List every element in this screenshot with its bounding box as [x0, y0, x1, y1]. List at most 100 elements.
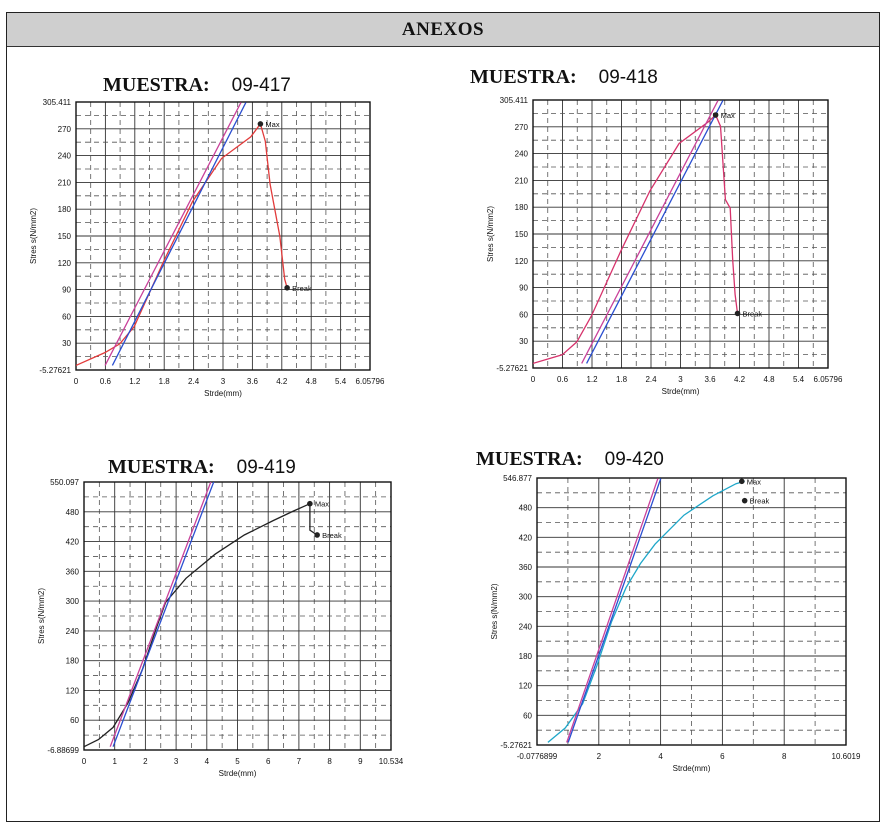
chart-title-value: 09-419 [236, 457, 296, 478]
y-axis-label: Stres s(N/mm2) [490, 583, 499, 639]
y-tick-label: 240 [515, 150, 529, 159]
chart-title: MUESTRA: 09-420 [476, 448, 664, 471]
x-tick-label: -0.0776899 [517, 752, 558, 761]
y-tick-label: 300 [66, 597, 80, 606]
x-axis-label: Strde(mm) [204, 389, 242, 398]
y-tick-label: 180 [519, 652, 533, 661]
chart-title: MUESTRA: 09-419 [108, 456, 296, 479]
grid [536, 477, 847, 746]
series-line-2 [581, 100, 719, 364]
series-line-1 [567, 478, 662, 743]
y-tick-label: 480 [66, 508, 80, 517]
chart-title-value: 09-417 [231, 75, 291, 96]
y-tick-label: 60 [62, 312, 71, 321]
series-group [547, 478, 745, 743]
chart-title-label: MUESTRA: [108, 456, 215, 478]
y-tick-label: 60 [519, 310, 528, 319]
x-tick-label: 3 [221, 377, 226, 386]
x-tick-label: 10.534 [379, 757, 404, 766]
annex-title: ANEXOS [401, 18, 485, 40]
plot-border [536, 477, 847, 746]
y-axis-label: Stres s(N/mm2) [29, 208, 38, 264]
x-tick-label: 3.6 [704, 375, 716, 384]
x-tick-label: 0 [531, 375, 536, 384]
y-tick-label: 305.411 [43, 98, 72, 107]
series-group [533, 100, 739, 365]
y-tick-label: 60 [70, 716, 79, 725]
series-group [84, 482, 318, 748]
series-line-0 [84, 502, 318, 748]
plot-border [83, 481, 392, 751]
series-line-1 [112, 482, 215, 747]
y-tick-label: 270 [515, 123, 529, 132]
y-tick-label: -5.27621 [500, 741, 532, 750]
x-tick-label: 0 [74, 377, 79, 386]
y-tick-label: 90 [62, 286, 71, 295]
marker-max-label: Max [265, 120, 279, 129]
x-tick-label: 4 [205, 757, 210, 766]
chart-title-label: MUESTRA: [470, 66, 577, 88]
x-tick-label: 6.05796 [814, 375, 843, 384]
chart-title-value: 09-418 [598, 67, 658, 88]
y-tick-label: 90 [519, 284, 528, 293]
x-tick-label: 9 [358, 757, 363, 766]
series-line-0 [533, 113, 739, 365]
y-tick-label: -5.27621 [496, 364, 528, 373]
x-tick-label: 4.8 [306, 377, 318, 386]
marker-break-label: Break [292, 284, 312, 293]
x-tick-label: 6 [720, 752, 725, 761]
chart-title: MUESTRA: 09-417 [103, 74, 291, 97]
x-tick-label: 2 [143, 757, 148, 766]
y-tick-label: 300 [519, 593, 533, 602]
x-tick-label: 7 [297, 757, 302, 766]
x-tick-label: 1.2 [586, 375, 598, 384]
x-tick-label: 5.4 [335, 377, 347, 386]
y-tick-label: 30 [62, 339, 71, 348]
y-tick-label: 546.877 [503, 474, 532, 483]
y-tick-label: 420 [519, 533, 533, 542]
y-tick-label: 360 [519, 563, 533, 572]
y-tick-label: 120 [58, 259, 72, 268]
marker-max-dot [738, 478, 745, 485]
y-tick-label: 150 [515, 230, 529, 239]
x-tick-label: 4.2 [734, 375, 746, 384]
series-line-2 [109, 482, 212, 747]
annex-header: ANEXOS [7, 13, 879, 47]
y-tick-label: 240 [58, 152, 72, 161]
x-tick-label: 0.6 [557, 375, 569, 384]
x-tick-label: 6 [266, 757, 271, 766]
x-tick-label: 10.6019 [832, 752, 861, 761]
marker-break-label: Break [322, 531, 342, 540]
x-axis-label: Strde(mm) [662, 387, 700, 396]
chart-title-label: MUESTRA: [103, 74, 210, 96]
marker-break-dot [741, 497, 748, 504]
y-axis-label: Stres s(N/mm2) [486, 206, 495, 262]
x-axis-label: Strde(mm) [219, 769, 257, 778]
x-tick-label: 0 [82, 757, 87, 766]
y-tick-label: 210 [58, 178, 72, 187]
series-line-2 [104, 102, 242, 366]
y-tick-label: 305.411 [500, 96, 529, 105]
series-group [76, 102, 288, 366]
series-line-1 [586, 100, 724, 364]
marker-max-dot [307, 500, 313, 507]
y-tick-label: 240 [519, 622, 533, 631]
x-tick-label: 4.2 [276, 377, 288, 386]
y-tick-label: 420 [66, 538, 80, 547]
x-tick-label: 3 [678, 375, 683, 384]
y-tick-label: 180 [58, 205, 72, 214]
x-tick-label: 4 [658, 752, 663, 761]
x-axis-label: Strde(mm) [673, 764, 711, 773]
x-tick-label: 2 [597, 752, 602, 761]
marker-break-label: Break [750, 497, 770, 506]
y-tick-label: 240 [66, 627, 80, 636]
y-tick-label: 30 [519, 337, 528, 346]
chart-title-label: MUESTRA: [476, 448, 583, 470]
x-tick-label: 3 [174, 757, 179, 766]
y-tick-label: 120 [66, 686, 80, 695]
x-tick-label: 6.05796 [356, 377, 385, 386]
x-tick-label: 1.2 [129, 377, 141, 386]
plot-border [75, 101, 371, 371]
y-tick-label: 60 [523, 711, 532, 720]
